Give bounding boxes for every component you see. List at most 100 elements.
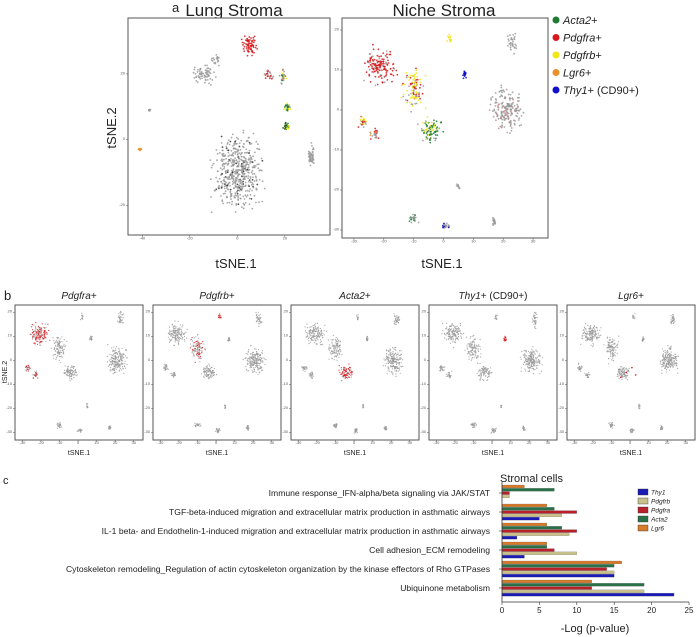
data-point	[257, 311, 259, 313]
data-point	[286, 109, 289, 112]
data-point	[305, 368, 307, 370]
data-point	[237, 162, 240, 165]
data-point	[111, 369, 113, 371]
x-tick-label: -30	[296, 440, 303, 445]
data-point	[455, 326, 457, 328]
gene-suffix: + (CD90+)	[587, 85, 638, 97]
data-point	[114, 361, 116, 363]
data-point	[469, 343, 471, 346]
data-point	[596, 338, 598, 340]
data-point	[386, 53, 388, 56]
data-point	[511, 43, 514, 46]
data-point	[59, 340, 61, 342]
data-point	[362, 404, 364, 406]
data-point	[180, 334, 182, 336]
data-point	[435, 137, 437, 140]
data-point	[256, 48, 259, 50]
data-point	[204, 348, 206, 350]
data-point	[258, 314, 260, 317]
data-point	[412, 97, 415, 99]
data-point	[528, 367, 530, 369]
data-point	[120, 310, 122, 312]
data-point	[338, 352, 340, 354]
data-point	[33, 324, 35, 326]
data-point	[523, 354, 525, 356]
data-point	[379, 73, 382, 76]
data-point	[419, 83, 422, 86]
data-point	[482, 372, 484, 374]
data-point	[227, 139, 230, 142]
data-point	[590, 325, 592, 327]
data-point	[529, 366, 531, 369]
data-point	[119, 311, 121, 314]
data-point	[205, 73, 208, 76]
x-tick-label: 20	[501, 239, 506, 244]
data-point	[501, 91, 503, 94]
x-tick-label: 30	[407, 440, 412, 445]
data-point	[491, 431, 493, 433]
data-point	[406, 99, 409, 102]
data-point	[228, 201, 231, 204]
data-point	[213, 189, 216, 192]
data-point	[472, 335, 474, 337]
data-point	[58, 344, 60, 346]
data-point	[347, 376, 349, 378]
data-point	[177, 334, 179, 336]
data-point	[505, 117, 508, 120]
data-point	[337, 350, 339, 352]
data-point	[461, 333, 463, 335]
data-point	[175, 326, 177, 328]
data-point	[491, 217, 494, 219]
data-point	[197, 342, 199, 344]
data-point	[174, 320, 176, 322]
data-point	[333, 347, 335, 349]
data-point	[238, 188, 241, 190]
data-point	[219, 313, 221, 315]
data-point	[495, 111, 497, 114]
data-point	[69, 370, 71, 372]
data-point	[337, 346, 339, 348]
data-point	[386, 355, 388, 357]
data-point	[79, 429, 82, 431]
data-point	[372, 60, 375, 62]
data-point	[591, 331, 594, 333]
data-point	[206, 75, 209, 78]
data-point	[201, 77, 203, 80]
data-point	[411, 92, 413, 95]
data-point	[308, 343, 310, 345]
data-point	[43, 335, 45, 337]
data-point	[218, 315, 220, 317]
y-tick-label: 0	[10, 357, 13, 362]
data-point	[254, 159, 256, 162]
data-point	[208, 371, 210, 373]
data-point	[530, 363, 532, 365]
data-point	[164, 368, 166, 370]
data-point	[201, 346, 204, 349]
data-point	[538, 361, 540, 363]
data-point	[452, 341, 454, 343]
data-point	[58, 345, 60, 347]
data-point	[230, 161, 233, 164]
data-point	[524, 353, 526, 355]
data-point	[29, 367, 31, 369]
data-point	[115, 371, 117, 373]
data-point	[213, 71, 215, 74]
data-point	[218, 187, 220, 190]
data-point	[109, 363, 111, 365]
data-point	[256, 364, 258, 366]
data-point	[372, 62, 375, 65]
data-point	[536, 317, 538, 319]
data-point	[472, 344, 474, 346]
data-point	[191, 349, 194, 351]
data-point	[254, 175, 257, 178]
data-point	[170, 335, 172, 337]
data-point	[58, 346, 60, 348]
data-point	[465, 76, 467, 79]
data-point	[119, 367, 121, 369]
data-point	[395, 69, 398, 72]
data-point	[443, 369, 445, 371]
data-point	[44, 329, 46, 331]
data-point	[252, 183, 255, 186]
data-point	[531, 364, 533, 366]
data-point	[364, 62, 366, 65]
